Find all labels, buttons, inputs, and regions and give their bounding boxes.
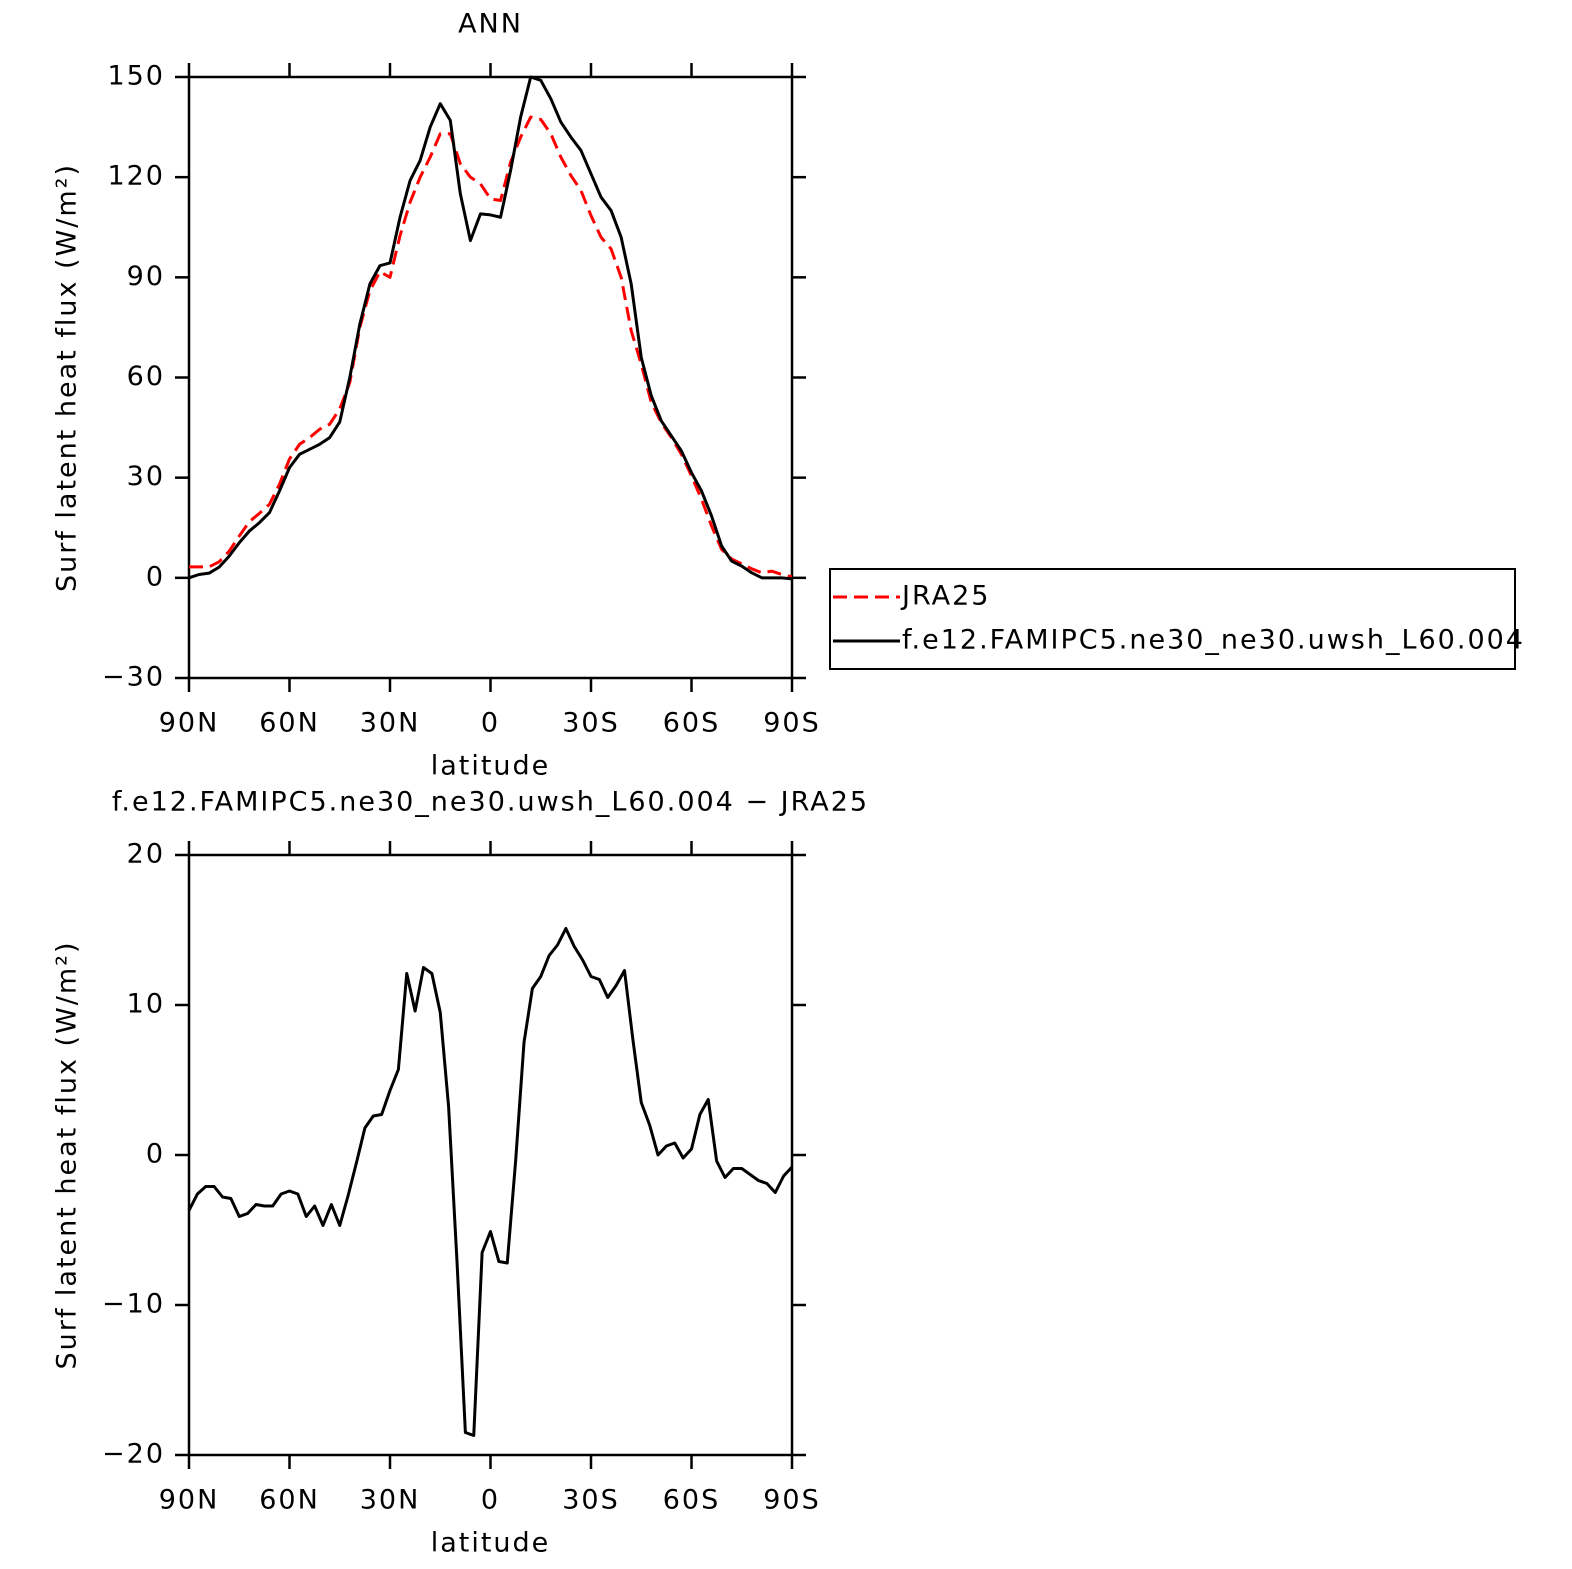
plot-frame (187, 853, 794, 1457)
y-tick-label: 150 (107, 61, 165, 92)
y-tick-label: 60 (127, 361, 165, 392)
x-tick-label: 0 (481, 708, 500, 739)
y-tick-label: 90 (127, 261, 165, 292)
x-tick-label: 60S (663, 1485, 721, 1516)
legend-label: JRA25 (900, 581, 990, 612)
y-axis-label: Surf latent heat flux (W/m²) (52, 940, 83, 1369)
x-tick-label: 90S (763, 708, 821, 739)
legend-box (829, 568, 1516, 670)
y-tick-label: −10 (102, 1289, 165, 1320)
legend-label: f.e12.FAMIPC5.ne30_ne30.uwsh_L60.004 (902, 625, 1525, 656)
y-tick-label: −20 (102, 1439, 165, 1470)
plot-frame (187, 75, 794, 680)
x-tick-label: 60N (259, 1485, 320, 1516)
x-tick-label: 90N (159, 708, 220, 739)
data-line (187, 927, 794, 1437)
y-tick-label: 10 (127, 989, 165, 1020)
data-line (188, 75, 793, 581)
y-tick-label: 0 (146, 1139, 165, 1170)
y-axis-label: Surf latent heat flux (W/m²) (52, 163, 83, 592)
x-tick-label: 90N (159, 1485, 220, 1516)
y-tick-label: 30 (127, 461, 165, 492)
y-tick-label: 0 (146, 561, 165, 592)
x-tick-label: 30N (360, 1485, 421, 1516)
y-tick-label: −30 (102, 662, 165, 693)
x-tick-label: 60S (663, 708, 721, 739)
chart-title: ANN (458, 9, 523, 40)
y-tick-label: 20 (127, 839, 165, 870)
x-tick-label: 30N (360, 708, 421, 739)
y-tick-label: 120 (107, 161, 165, 192)
x-axis-label: latitude (431, 1528, 551, 1559)
x-tick-label: 60N (259, 708, 320, 739)
x-tick-label: 0 (481, 1485, 500, 1516)
x-tick-label: 90S (763, 1485, 821, 1516)
x-tick-label: 30S (562, 708, 620, 739)
chart-title: f.e12.FAMIPC5.ne30_ne30.uwsh_L60.004 − J… (112, 787, 869, 818)
x-axis-label: latitude (431, 751, 551, 782)
data-line (189, 115, 793, 579)
x-tick-label: 30S (562, 1485, 620, 1516)
